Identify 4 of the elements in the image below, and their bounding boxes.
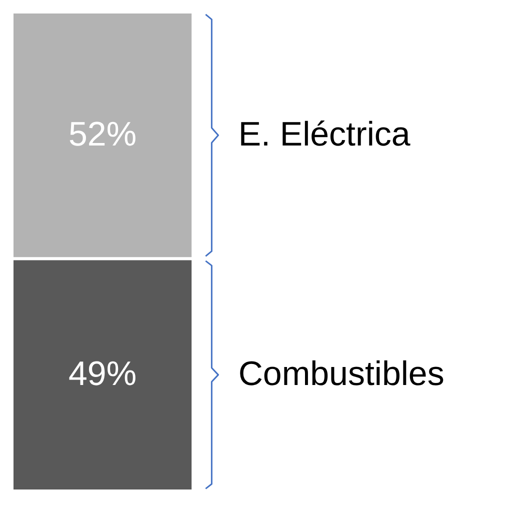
data-label: 49% [68,354,137,393]
data-label: 52% [68,115,137,154]
series-label: E. Eléctrica [238,115,410,154]
series-label: Combustibles [238,354,444,393]
